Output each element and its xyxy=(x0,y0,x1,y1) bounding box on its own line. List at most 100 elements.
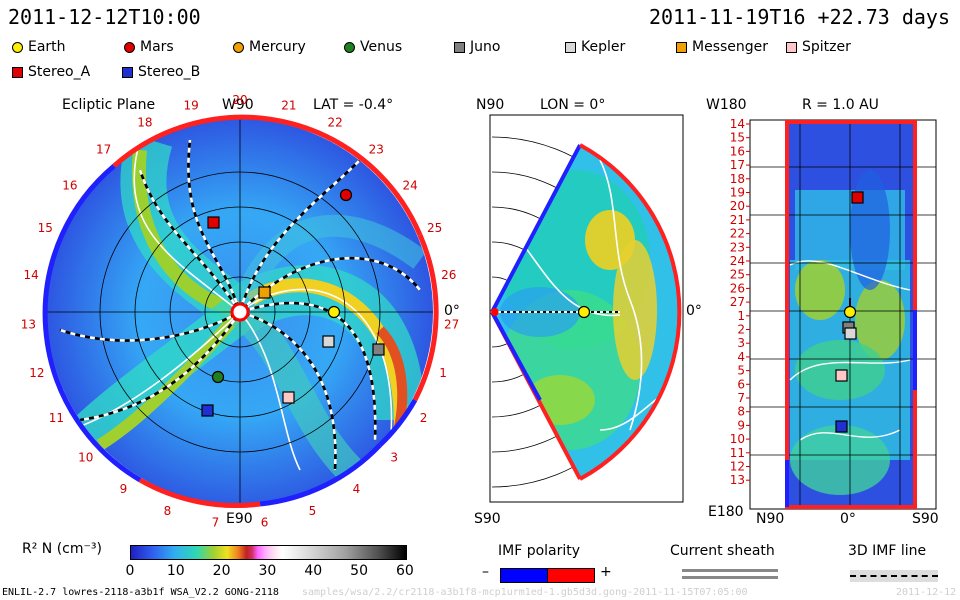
carrington-day-label: 23 xyxy=(369,143,384,157)
legend-item-stereo-b: Stereo_B xyxy=(122,64,200,80)
ecliptic-lat-label: LAT = -0.4° xyxy=(313,97,394,113)
carrington-day-label: 16 xyxy=(62,178,77,192)
imf-line-dashes xyxy=(850,575,938,577)
legend-label: Stereo_B xyxy=(138,64,201,80)
carrington-day-label: 15 xyxy=(38,221,53,235)
radial-stereo-a-marker xyxy=(851,191,864,204)
radial-row-label: 1 xyxy=(737,309,745,323)
meridional-earth-marker xyxy=(577,305,591,319)
legend-marker-icon xyxy=(124,41,135,53)
meridional-bottom-label: S90 xyxy=(474,511,501,527)
radial-row-label: 7 xyxy=(737,391,745,405)
meridional-lon-label: LON = 0° xyxy=(540,97,606,113)
ecliptic-kepler-marker xyxy=(322,335,335,348)
legend-label: Spitzer xyxy=(802,39,851,55)
radial-row-label: 2 xyxy=(737,323,745,337)
radial-row-label: 12 xyxy=(730,460,745,474)
radial-plot: 1415161718192021222324252627123456789101… xyxy=(730,117,937,510)
meridional-zero-label: 0° xyxy=(686,303,702,319)
radial-row-label: 24 xyxy=(730,254,745,268)
radial-earth-marker xyxy=(843,305,857,319)
radial-kepler-marker xyxy=(844,327,857,340)
footer-date: 2011-12-12 xyxy=(896,587,957,598)
meridional-plot xyxy=(489,114,684,503)
legend-marker-icon xyxy=(676,41,687,53)
radial-row-label: 6 xyxy=(737,377,745,391)
radial-x-label-zero: 0° xyxy=(840,511,856,527)
legend-item-mercury: Mercury xyxy=(233,39,306,55)
imf-negative-swatch xyxy=(500,568,548,583)
footer-faded-path: samples/wsa/2.2/cr2118-a3b1f8-mcp1urm1ed… xyxy=(302,587,748,598)
ecliptic-bottom-label: E90 xyxy=(226,511,253,527)
radial-row-label: 10 xyxy=(730,432,745,446)
radial-stereo-b-marker xyxy=(835,420,848,433)
carrington-day-label: 6 xyxy=(261,516,269,530)
radial-row-label: 8 xyxy=(737,405,745,419)
carrington-day-label: 5 xyxy=(309,504,317,518)
carrington-day-label: 10 xyxy=(78,451,93,465)
colorbar xyxy=(130,545,407,560)
current-sheath-line-bottom xyxy=(682,576,778,579)
radial-row-label: 15 xyxy=(730,131,745,145)
legend-label: Kepler xyxy=(581,39,626,55)
colorbar-tick-label: 30 xyxy=(258,563,277,579)
colorbar-tick-label: 20 xyxy=(212,563,231,579)
carrington-day-label: 21 xyxy=(281,99,296,113)
legend-item-stereo-a: Stereo_A xyxy=(12,64,90,80)
imf-positive-swatch xyxy=(547,568,595,583)
radial-row-label: 23 xyxy=(730,240,745,254)
sun-marker xyxy=(230,302,250,322)
right-timestamp: 2011-11-19T16 +22.73 days xyxy=(648,5,950,29)
carrington-day-label: 14 xyxy=(24,268,39,282)
ecliptic-zero-label: 0° xyxy=(444,303,460,319)
legend-marker-icon xyxy=(12,66,23,78)
legend-item-mars: Mars xyxy=(124,39,174,55)
carrington-day-label: 4 xyxy=(353,482,361,496)
radial-row-label: 25 xyxy=(730,268,745,282)
legend-marker-icon xyxy=(786,41,797,53)
legend-label: Venus xyxy=(360,39,403,55)
carrington-day-label: 2 xyxy=(420,411,428,425)
ecliptic-messenger-marker xyxy=(258,286,271,299)
carrington-day-label: 9 xyxy=(120,482,128,496)
carrington-day-label: 25 xyxy=(427,221,442,235)
carrington-day-label: 20 xyxy=(232,93,247,107)
radial-row-label: 21 xyxy=(730,213,745,227)
colorbar-tick-label: 0 xyxy=(125,563,135,579)
legend-label: Messenger xyxy=(692,39,769,55)
imf-minus: – xyxy=(482,564,489,580)
left-timestamp: 2011-12-12T10:00 xyxy=(8,5,201,29)
colorbar-tick-label: 50 xyxy=(350,563,368,579)
legend-item-messenger: Messenger xyxy=(676,39,768,55)
radial-row-label: 14 xyxy=(730,117,745,131)
legend-label: Earth xyxy=(28,39,66,55)
colorbar-tick-label: 10 xyxy=(166,563,185,579)
legend-item-spitzer: Spitzer xyxy=(786,39,851,55)
radial-x-label-s90: S90 xyxy=(912,511,939,527)
legend-marker-icon xyxy=(454,41,465,53)
carrington-day-label: 12 xyxy=(29,366,44,380)
carrington-day-label: 26 xyxy=(441,268,456,282)
radial-row-label: 20 xyxy=(730,199,745,213)
radial-row-label: 4 xyxy=(737,350,745,364)
carrington-day-label: 7 xyxy=(212,516,220,530)
ecliptic-title: Ecliptic Plane xyxy=(62,97,156,113)
ecliptic-mars-marker xyxy=(339,188,353,202)
legend-label: Juno xyxy=(470,39,501,55)
colorbar-tick-label: 60 xyxy=(396,563,414,579)
meridional-top-label: N90 xyxy=(476,97,505,113)
legend-marker-icon xyxy=(565,41,576,53)
radial-r-label: R = 1.0 AU xyxy=(802,97,879,113)
legend-item-earth: Earth xyxy=(12,39,66,55)
legend-label: Stereo_A xyxy=(28,64,91,80)
radial-row-label: 26 xyxy=(730,281,745,295)
ecliptic-top-label: W90 xyxy=(222,97,254,113)
carrington-day-label: 18 xyxy=(137,116,152,130)
legend-marker-icon xyxy=(233,41,244,53)
carrington-day-label: 22 xyxy=(327,116,342,130)
radial-x-label-n90: N90 xyxy=(756,511,785,527)
radial-row-label: 18 xyxy=(730,172,745,186)
carrington-day-label: 3 xyxy=(390,451,398,465)
legend-item-kepler: Kepler xyxy=(565,39,625,55)
ecliptic-juno-marker xyxy=(372,343,385,356)
